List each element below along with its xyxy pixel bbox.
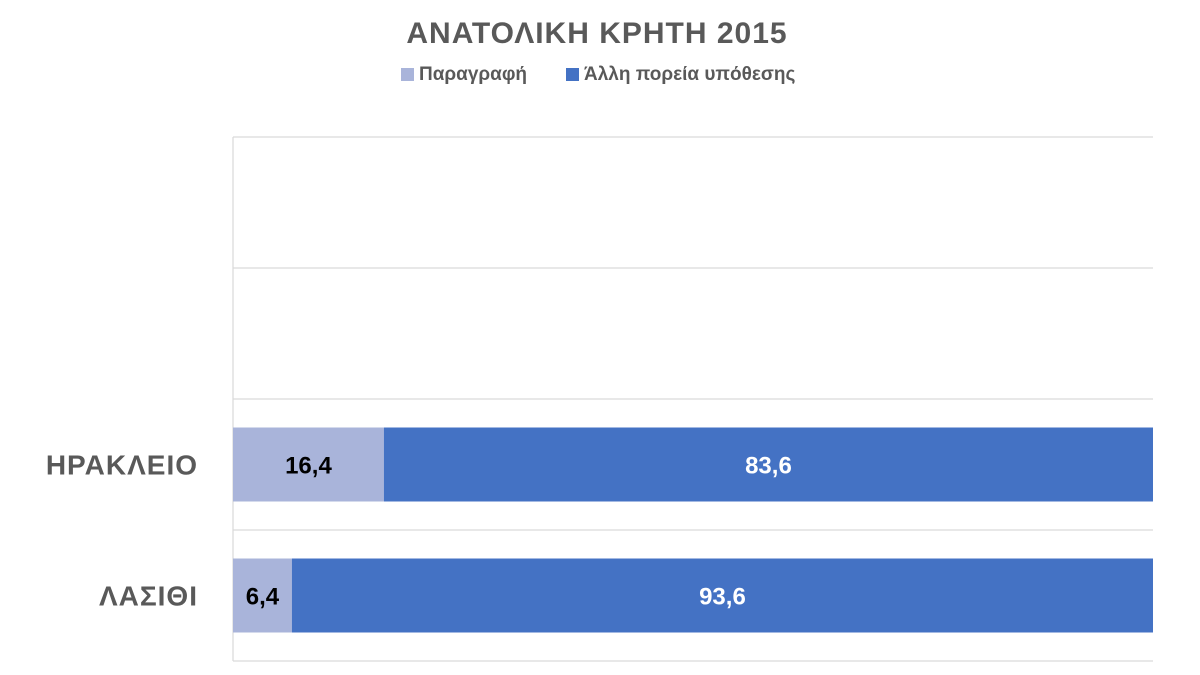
legend-swatch: [566, 68, 579, 81]
data-label: 16,4: [285, 453, 332, 480]
data-label: 93,6: [699, 584, 746, 611]
chart-title: ΑΝΑΤΟΛΙΚΗ ΚΡΗΤΗ 2015: [406, 17, 787, 50]
category-labels: ΗΡΑΚΛΕΙΟ ΛΑΣΙΘΙ: [46, 450, 198, 612]
legend: Παραγραφή Άλλη πορεία υπόθεσης: [401, 64, 795, 85]
bar-segment: [233, 558, 292, 633]
bar-segment: [291, 558, 1153, 633]
data-label: 6,4: [246, 584, 280, 611]
bar-segment: [233, 427, 384, 502]
data-label: 83,6: [745, 453, 792, 480]
bar-segment: [383, 427, 1153, 502]
category-label: ΗΡΑΚΛΕΙΟ: [46, 450, 198, 481]
gridlines: [232, 136, 1153, 662]
value-labels: 16,4 83,6 6,4 93,6: [246, 453, 792, 611]
category-label: ΛΑΣΙΘΙ: [99, 581, 198, 612]
legend-label: Άλλη πορεία υπόθεσης: [584, 64, 795, 85]
legend-swatch: [401, 68, 414, 81]
legend-label: Παραγραφή: [419, 64, 527, 85]
bars: [233, 427, 1153, 633]
